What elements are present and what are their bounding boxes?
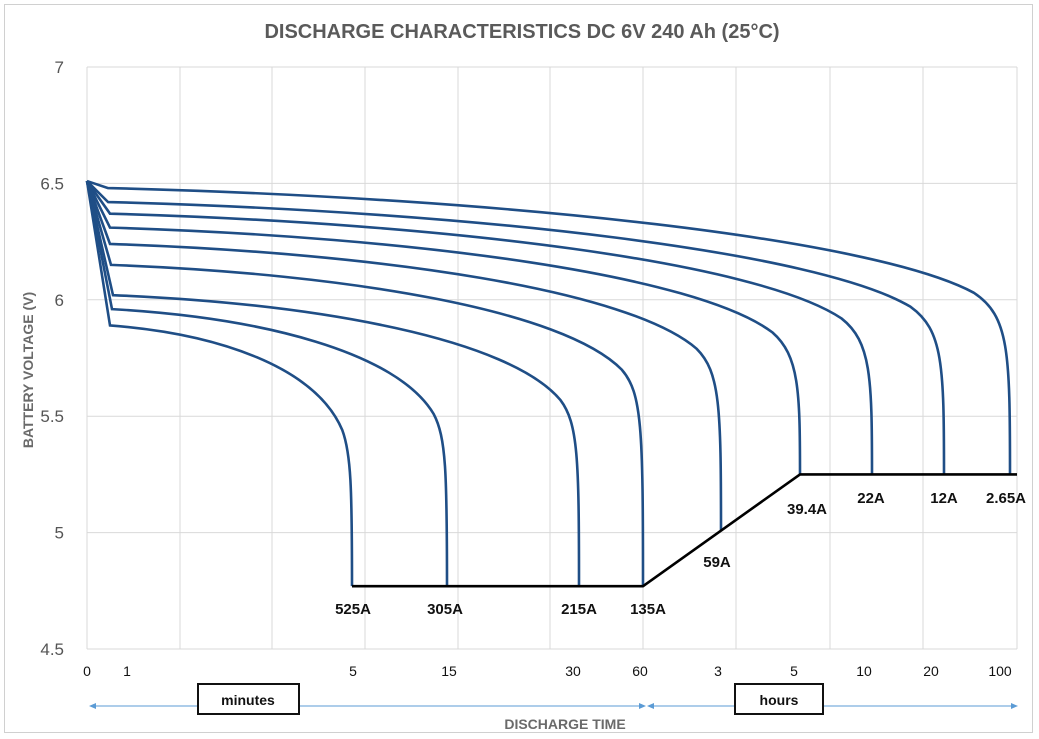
y-tick-label: 5 [55, 524, 64, 543]
discharge-curve-215A [85, 180, 581, 587]
discharge-curve-59A [85, 180, 723, 531]
discharge-curve-525A [85, 180, 354, 587]
discharge-curve-39.4A [85, 180, 802, 475]
x-tick-label: 0 [83, 663, 91, 679]
grid-lines [86, 66, 1018, 650]
x-tick-label: 15 [441, 663, 457, 679]
curve-label-39.4A: 39.4A [787, 501, 827, 518]
minutes-box: minutes [197, 683, 300, 715]
curve-label-135A: 135A [630, 601, 666, 618]
hours-label: hours [760, 692, 799, 708]
hours-box-frame [734, 683, 824, 715]
x-tick-label: 60 [632, 663, 648, 679]
y-tick-label: 6 [55, 291, 64, 310]
x-tick-label: 5 [349, 663, 357, 679]
y-axis-label: BATTERY VOLTAGE (V) [20, 292, 36, 448]
x-tick-label: 1 [123, 663, 131, 679]
chart-frame [4, 4, 1033, 733]
discharge-curves [85, 179, 1012, 587]
y-tick-label: 7 [55, 58, 64, 77]
chart-title: DISCHARGE CHARACTERISTICS DC 6V 240 Ah (… [264, 21, 779, 43]
curve-label-305A: 305A [427, 601, 463, 618]
y-tick-label: 6.5 [40, 174, 64, 193]
x-tick-label: 30 [565, 663, 581, 679]
hours-arrow-right [1011, 703, 1018, 709]
x-tick-label: 10 [856, 663, 872, 679]
time-axis-arrows [89, 703, 1018, 709]
curve-label-12A: 12A [930, 490, 958, 507]
curve-label-525A: 525A [335, 601, 371, 618]
y-tick-label: 4.5 [40, 640, 64, 659]
discharge-curve-2.65A [86, 179, 1012, 475]
curve-label-2.65A: 2.65A [986, 490, 1026, 507]
curve-label-215A: 215A [561, 601, 597, 618]
curve-label-22A: 22A [857, 490, 885, 507]
cutoff-voltage-line [352, 473, 1017, 588]
y-tick-labels: 4.5 5 5.5 6 6.5 7 [40, 58, 64, 659]
discharge-curve-305A [85, 180, 449, 587]
discharge-curve-22A [85, 180, 874, 475]
x-axis-label: DISCHARGE TIME [504, 716, 625, 732]
x-tick-label: 100 [988, 663, 1012, 679]
minutes-arrow-right [639, 703, 646, 709]
discharge-curve-135A [85, 180, 645, 587]
minutes-box-frame [197, 683, 300, 715]
cutoff-line [352, 473, 1017, 588]
discharge-curve-12A [86, 180, 946, 475]
curve-label-59A: 59A [703, 554, 731, 571]
x-tick-labels: 0 1 5 15 30 60 3 5 10 20 100 [83, 663, 1012, 679]
minutes-arrow-left [89, 703, 96, 709]
curve-labels: 525A 305A 215A 135A 59A 39.4A 22A 12A 2.65A [335, 490, 1026, 618]
minutes-label: minutes [221, 692, 275, 708]
y-tick-label: 5.5 [40, 407, 64, 426]
x-tick-label: 20 [923, 663, 939, 679]
x-tick-label: 5 [790, 663, 798, 679]
hours-box: hours [734, 683, 824, 715]
hours-arrow-left [647, 703, 654, 709]
x-tick-label: 3 [714, 663, 722, 679]
